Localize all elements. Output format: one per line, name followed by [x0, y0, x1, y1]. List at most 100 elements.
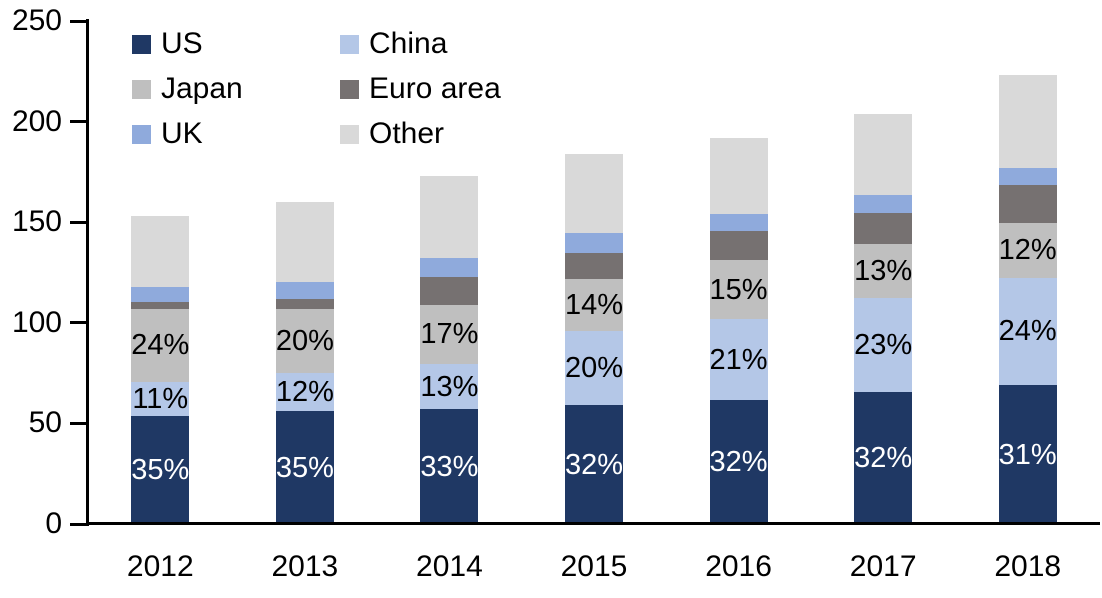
bar-segment-us-2013	[275, 411, 334, 524]
bar-segment-other-2014	[420, 175, 479, 259]
bar-label-us-2015: 32%	[564, 448, 624, 481]
y-axis-tick	[70, 421, 88, 425]
bar-label-china-2013: 12%	[275, 376, 334, 409]
bar-segment-uk-2013	[275, 281, 334, 299]
legend-item-euro-area: Euro area	[340, 71, 501, 107]
y-axis-tick	[70, 321, 88, 325]
bar-label-us-2018: 31%	[998, 438, 1057, 471]
y-axis-tick-label: 0	[45, 507, 62, 540]
bar-label-china-2017: 23%	[854, 328, 913, 361]
legend-label-euro-area: Euro area	[369, 72, 501, 105]
legend-item-other: Other	[340, 116, 444, 152]
bar-label-japan-2012: 24%	[131, 329, 190, 362]
bar-label-us-2013: 35%	[275, 451, 334, 484]
bar-segment-uk-2015	[565, 233, 623, 254]
bar-segment-uk-2018	[998, 167, 1057, 185]
bar-segment-other-2015	[565, 153, 623, 234]
legend-label-other: Other	[369, 117, 445, 150]
bar-segment-other-2018	[998, 75, 1057, 168]
bar-segment-us-2016	[709, 400, 768, 524]
bar-segment-us-2015	[565, 405, 623, 524]
x-axis-category-label: 2016	[705, 550, 772, 583]
bar-segment-us-2012	[131, 416, 190, 524]
y-axis-tick	[70, 522, 88, 526]
x-axis-category-label: 2012	[126, 550, 194, 583]
legend-label-us: US	[161, 27, 203, 60]
bar-segment-euro-area-2014	[420, 276, 479, 305]
bar-segment-japan-2015	[565, 278, 623, 331]
bar-label-japan-2018: 12%	[998, 234, 1057, 267]
y-axis-tick	[70, 19, 88, 23]
bar-segment-china-2014	[420, 364, 479, 410]
bar-segment-japan-2018	[998, 223, 1057, 278]
bar-segment-uk-2014	[420, 258, 479, 277]
bar-segment-uk-2017	[854, 195, 913, 214]
bar-segment-euro-area-2018	[998, 184, 1057, 224]
bar-label-us-2012: 35%	[131, 454, 190, 487]
bar-segment-other-2016	[709, 137, 768, 215]
bar-segment-other-2017	[854, 113, 913, 196]
bar-label-japan-2016: 15%	[709, 273, 768, 306]
bar-segment-us-2017	[854, 392, 913, 524]
bar-label-us-2017: 32%	[854, 442, 913, 475]
bar-label-china-2016: 21%	[709, 343, 768, 376]
y-axis-tick-label: 50	[28, 406, 62, 440]
bar-label-japan-2013: 20%	[275, 324, 334, 357]
bar-label-japan-2017: 13%	[854, 254, 913, 287]
bar-label-japan-2015: 14%	[564, 288, 624, 321]
legend-swatch-china	[340, 34, 359, 54]
bar-segment-uk-2012	[131, 286, 190, 302]
legend-swatch-uk	[132, 124, 151, 144]
bar-segment-china-2017	[854, 297, 913, 393]
x-axis-category-label: 2018	[994, 550, 1062, 583]
bar-segment-euro-area-2015	[565, 253, 623, 279]
bar-segment-other-2012	[131, 216, 190, 287]
legend-label-uk: UK	[161, 117, 203, 150]
legend-label-china: China	[369, 27, 448, 60]
bar-segment-china-2018	[998, 277, 1057, 386]
bar-segment-china-2016	[709, 318, 768, 401]
bar-segment-china-2012	[131, 382, 190, 417]
bar-label-china-2014: 13%	[420, 370, 479, 403]
x-axis-line	[86, 522, 1100, 525]
bar-segment-euro-area-2016	[709, 231, 768, 261]
bar-label-china-2015: 20%	[564, 352, 624, 385]
bar-label-china-2018: 24%	[998, 315, 1057, 348]
bar-segment-japan-2012	[131, 308, 190, 383]
bar-label-china-2012: 11%	[132, 383, 189, 416]
legend-swatch-other	[340, 124, 359, 144]
bar-label-us-2014: 33%	[420, 450, 479, 483]
x-axis-category-label: 2017	[849, 550, 917, 583]
legend-swatch-euro-area	[340, 79, 359, 99]
bar-label-japan-2014: 17%	[420, 318, 479, 351]
y-axis-tick-label: 250	[11, 4, 62, 37]
bar-segment-china-2013	[275, 373, 334, 412]
legend-swatch-japan	[132, 79, 151, 99]
x-axis-category-label: 2014	[416, 550, 483, 583]
bar-segment-china-2015	[565, 330, 623, 406]
legend-item-china: China	[340, 26, 447, 62]
bar-segment-euro-area-2013	[275, 298, 334, 309]
y-axis-tick-label: 200	[11, 104, 62, 138]
y-axis-tick	[70, 120, 88, 124]
bar-segment-us-2018	[998, 385, 1057, 524]
bar-segment-japan-2017	[854, 244, 913, 298]
bar-label-us-2016: 32%	[709, 446, 768, 479]
x-axis-category-label: 2013	[271, 550, 339, 583]
bar-segment-us-2014	[420, 409, 479, 524]
legend-item-uk: UK	[132, 116, 203, 152]
y-axis-line	[86, 19, 89, 526]
legend-item-us: US	[132, 26, 203, 62]
y-axis-tick-label: 150	[11, 205, 62, 239]
y-axis-tick	[70, 220, 88, 224]
bar-segment-japan-2016	[709, 260, 768, 319]
legend-item-japan: Japan	[132, 71, 243, 107]
bar-segment-euro-area-2012	[131, 301, 190, 309]
bar-segment-euro-area-2017	[854, 213, 913, 245]
bar-segment-japan-2014	[420, 304, 479, 365]
y-axis-tick-label: 100	[11, 305, 62, 339]
legend-swatch-us	[132, 34, 151, 54]
bar-segment-other-2013	[275, 202, 334, 282]
bar-segment-japan-2013	[275, 308, 334, 374]
